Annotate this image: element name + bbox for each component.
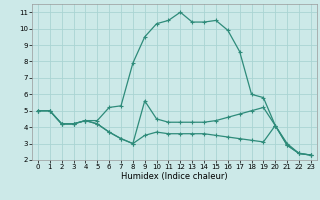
- X-axis label: Humidex (Indice chaleur): Humidex (Indice chaleur): [121, 172, 228, 181]
